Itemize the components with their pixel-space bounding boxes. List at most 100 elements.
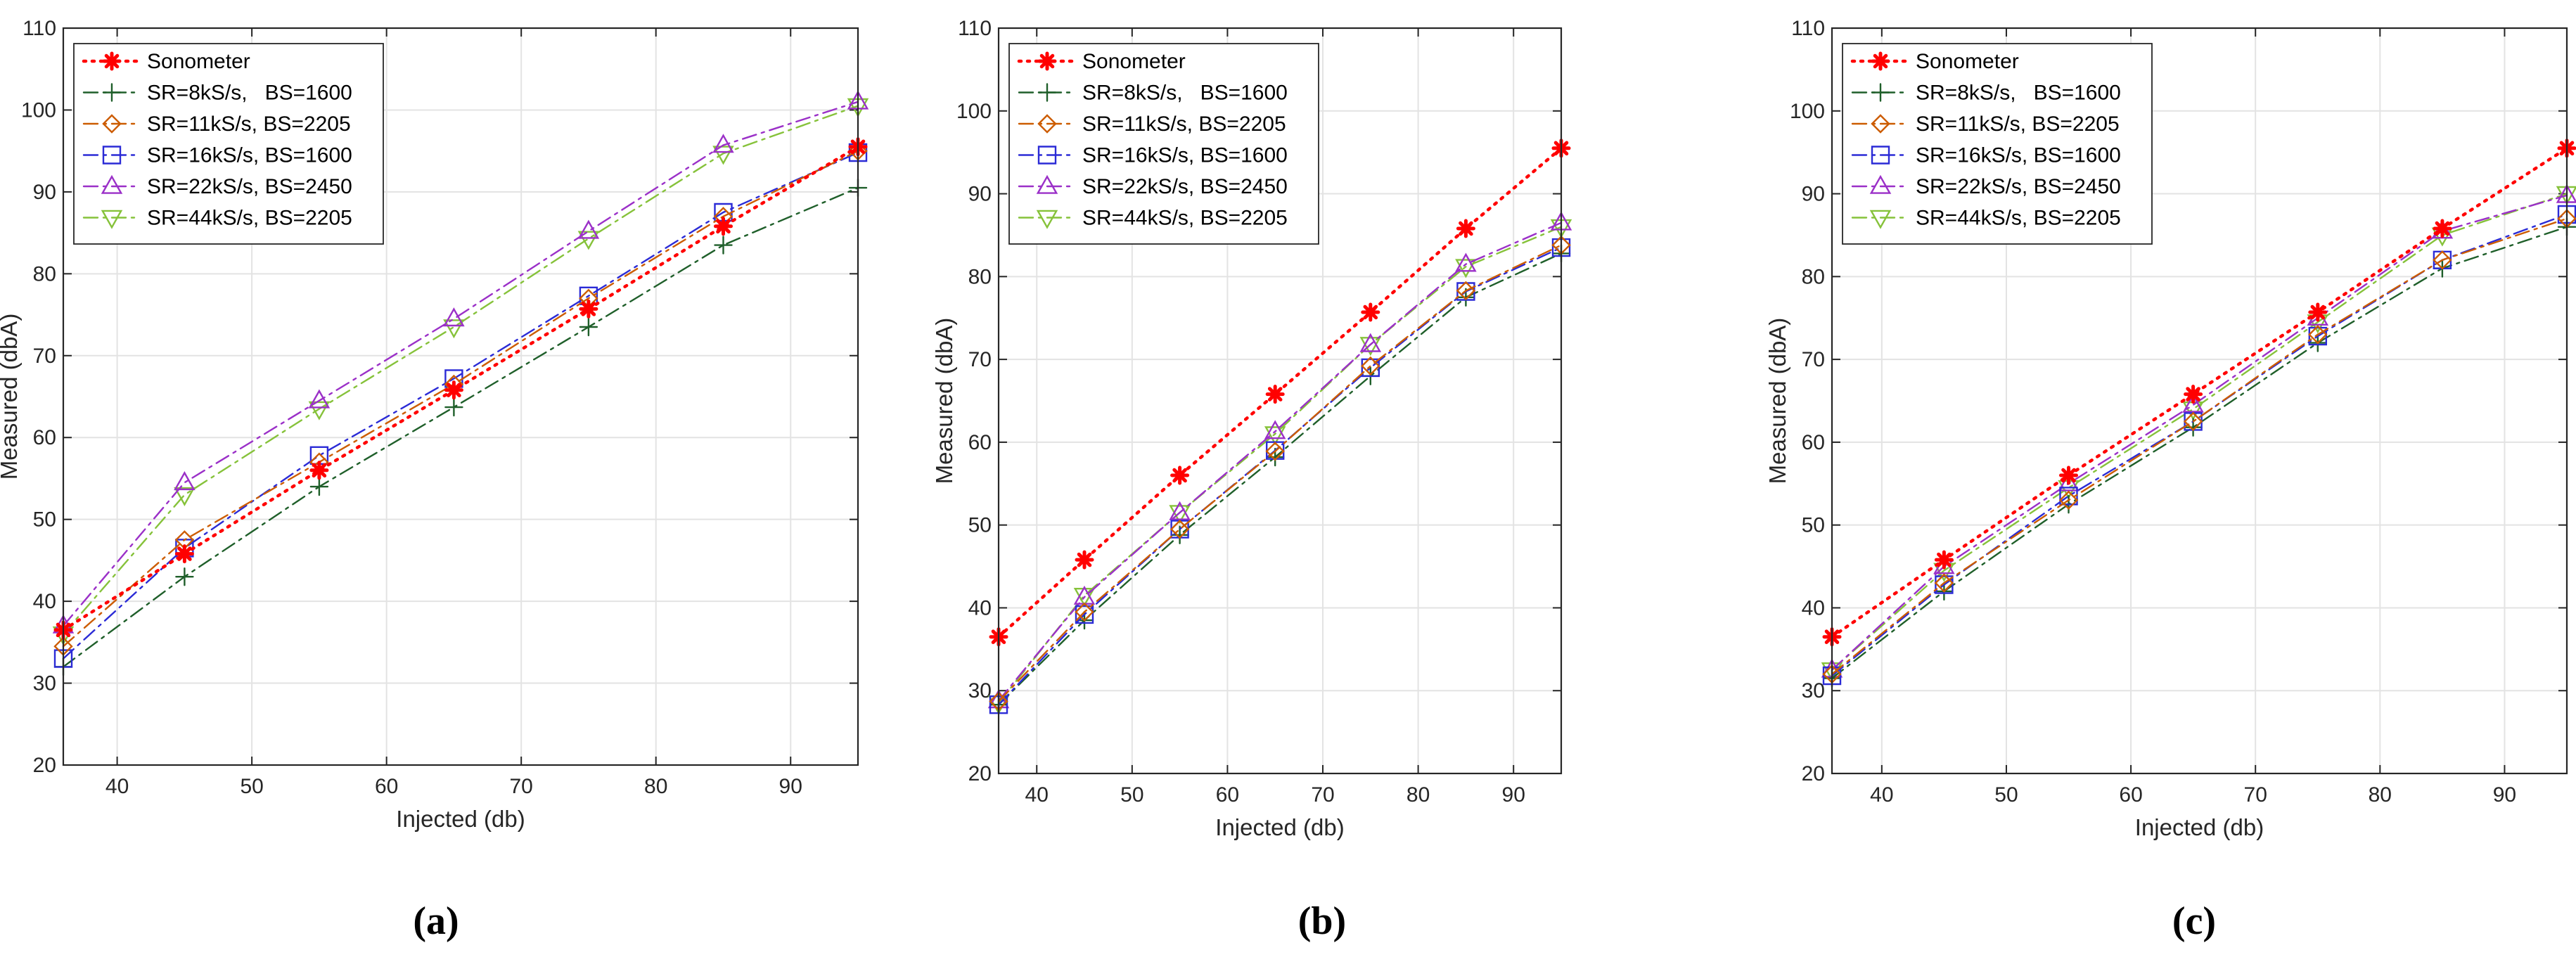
data-point	[444, 397, 463, 417]
x-tick-label: 40	[105, 775, 129, 798]
legend-marker	[1036, 174, 1058, 194]
data-point	[444, 369, 463, 388]
data-point	[2182, 393, 2204, 413]
data-point	[443, 319, 465, 339]
data-point	[1361, 356, 1380, 376]
data-point	[444, 380, 463, 400]
series-line	[997, 221, 1563, 702]
series-line	[997, 226, 1563, 705]
series-line	[1831, 217, 2568, 675]
y-tick-label: 90	[1802, 183, 1825, 206]
data-point	[1361, 302, 1380, 322]
data-point	[2557, 205, 2576, 224]
y-tick-label: 80	[1802, 265, 1825, 288]
data-point	[1265, 441, 1285, 460]
data-point	[174, 471, 196, 491]
data-point	[308, 389, 331, 409]
y-tick-label: 80	[33, 262, 56, 285]
x-tick-label: 60	[2119, 783, 2142, 807]
data-point	[1455, 259, 1477, 278]
series-line	[997, 244, 1563, 702]
data-point	[1169, 501, 1191, 520]
y-tick-label: 90	[33, 181, 56, 204]
data-point	[2308, 326, 2328, 346]
x-tick-label: 60	[375, 775, 398, 798]
data-point	[2433, 250, 2452, 269]
x-tick-label: 60	[1216, 783, 1239, 807]
legend-label: SR=11kS/s, BS=2205	[1082, 113, 1286, 136]
legend-marker	[1871, 114, 1890, 134]
y-axis-label: Measured (dbA)	[0, 314, 22, 480]
data-point	[577, 231, 600, 250]
legend-marker	[1869, 210, 1892, 229]
y-axis-label: Measured (dbA)	[1764, 318, 1790, 484]
y-tick-label: 110	[958, 17, 992, 40]
data-point	[1455, 252, 1477, 272]
legend-label: SR=8kS/s, BS=1600	[1916, 82, 2121, 105]
y-tick-label: 110	[1791, 17, 1825, 40]
data-point	[175, 567, 194, 586]
y-tick-label: 20	[33, 754, 56, 777]
data-point	[577, 219, 600, 239]
y-tick-label: 20	[968, 762, 992, 785]
data-point	[712, 146, 734, 165]
y-tick-label: 60	[1802, 431, 1825, 454]
data-point	[1456, 282, 1475, 301]
y-tick-label: 100	[1790, 100, 1825, 123]
data-point	[2059, 465, 2078, 485]
data-point	[1934, 573, 1954, 593]
legend-marker	[1869, 174, 1892, 194]
y-tick-label: 50	[1802, 514, 1825, 537]
data-point	[308, 401, 331, 420]
x-tick-label: 50	[1994, 783, 2018, 807]
legend-label: SR=16kS/s, BS=1600	[1916, 144, 2121, 167]
y-tick-label: 50	[968, 514, 992, 537]
x-tick-label: 40	[1870, 783, 1893, 807]
legend-label: SR=11kS/s, BS=2205	[147, 113, 351, 136]
x-axis-label: Injected (db)	[1215, 814, 1344, 840]
legend-label: SR=22kS/s, BS=2450	[147, 175, 352, 198]
panel-caption: (c)	[2172, 899, 2216, 943]
data-point	[309, 477, 329, 496]
data-point	[53, 649, 73, 668]
data-point	[714, 236, 733, 255]
data-point	[1359, 337, 1382, 357]
x-tick-label: 80	[644, 775, 667, 798]
legend-marker	[1871, 51, 1890, 71]
legend-marker	[1037, 146, 1057, 165]
x-tick-label: 70	[1311, 783, 1334, 807]
legend-marker	[102, 51, 122, 71]
panel-caption: (b)	[1298, 899, 1346, 943]
x-tick-label: 90	[1502, 783, 1525, 807]
legend-label: SR=16kS/s, BS=1600	[147, 144, 352, 167]
panel-caption: (a)	[413, 899, 459, 943]
legend-label: SR=44kS/s, BS=2205	[147, 207, 352, 230]
data-point	[2308, 325, 2328, 345]
data-point	[1264, 426, 1286, 446]
series-line	[62, 151, 859, 660]
data-point	[2308, 302, 2328, 322]
legend-box	[1842, 43, 2153, 245]
data-point	[174, 544, 194, 564]
data-point	[2433, 250, 2452, 270]
chart-panel-1: 40 50 60 70 80 90 20 30 40 50 60 70 80 90 100 110 Inject…	[0, 17, 869, 943]
y-tick-label: 70	[968, 348, 992, 371]
legend-marker	[102, 83, 122, 102]
legend-label: SR=8kS/s, BS=1600	[1082, 82, 1288, 105]
legend-label: SR=22kS/s, BS=2450	[1916, 175, 2121, 198]
data-point	[2059, 487, 2078, 506]
x-tick-label: 80	[1406, 783, 1430, 807]
data-point	[1265, 442, 1285, 461]
y-tick-label: 20	[1802, 762, 1825, 785]
legend-label: SR=22kS/s, BS=2450	[1082, 175, 1288, 198]
legend-label: SR=44kS/s, BS=2205	[1916, 207, 2121, 230]
axes-frame	[1831, 27, 2568, 775]
data-point	[443, 307, 465, 327]
legend-label: SR=16kS/s, BS=1600	[1082, 144, 1288, 167]
y-tick-label: 40	[1802, 596, 1825, 619]
y-tick-label: 30	[968, 679, 992, 702]
y-tick-label: 70	[33, 345, 56, 368]
data-point	[309, 461, 329, 480]
y-tick-label: 30	[1802, 679, 1825, 702]
